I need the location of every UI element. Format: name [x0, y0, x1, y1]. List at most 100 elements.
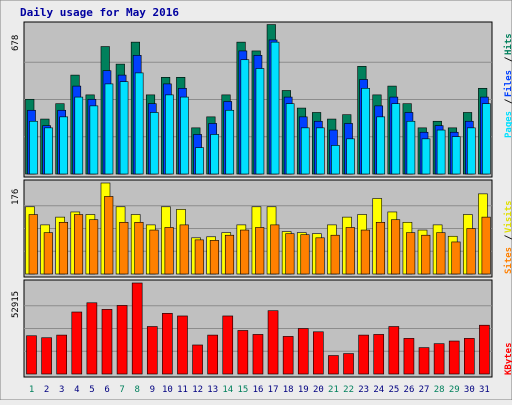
bar-pages-15 [240, 59, 250, 175]
bar-sites-19 [300, 234, 310, 275]
bar-sites-31 [481, 216, 491, 275]
x-tick-label-6: 6 [104, 385, 109, 395]
bar-kbytes-5 [86, 302, 98, 375]
bar-pages-22 [346, 138, 355, 175]
legend-top: Pages / Files / Hits [503, 33, 512, 138]
bar-kbytes-17 [267, 310, 279, 375]
bar-sites-3 [58, 221, 68, 275]
bar-pages-6 [104, 83, 114, 175]
bar-sites-27 [421, 234, 431, 275]
bar-pages-30 [467, 127, 476, 175]
bar-sites-29 [451, 241, 461, 275]
bar-sites-25 [391, 219, 401, 275]
x-tick-label-7: 7 [119, 385, 124, 395]
x-tick-label-30: 30 [464, 385, 475, 395]
legend-sites: Sites [503, 247, 512, 274]
bar-pages-29 [451, 136, 461, 175]
bar-kbytes-15 [237, 330, 249, 375]
bar-pages-17 [270, 41, 280, 175]
bar-pages-26 [406, 120, 416, 175]
x-tick-label-17: 17 [268, 385, 279, 395]
x-tick-label-14: 14 [222, 385, 233, 395]
bar-kbytes-30 [464, 338, 475, 375]
x-tick-label-21: 21 [328, 385, 339, 395]
bar-pages-28 [436, 129, 446, 175]
x-tick-label-24: 24 [373, 385, 384, 395]
bar-sites-5 [89, 219, 99, 275]
bar-sites-15 [240, 229, 250, 275]
legend-separator-1: / [504, 99, 512, 104]
bar-kbytes-16 [252, 334, 264, 375]
bar-pages-1 [29, 120, 38, 175]
x-axis-ticks: 1 2 3 4 5 6 7 8 9 10 11 12 13 14 15 16 17 18 19 20 21 22 23 24 2… [29, 385, 490, 395]
bar-kbytes-28 [433, 343, 445, 375]
bar-kbytes-12 [192, 344, 203, 375]
bar-pages-18 [285, 103, 295, 175]
bar-pages-10 [165, 94, 174, 175]
bar-sites-10 [164, 227, 174, 275]
x-tick-label-9: 9 [150, 385, 155, 395]
legend-bottom: KBytes [504, 342, 512, 375]
bar-kbytes-29 [448, 340, 460, 375]
bar-pages-19 [300, 127, 310, 175]
bar-pages-24 [376, 116, 386, 175]
bar-sites-28 [436, 232, 446, 275]
bar-sites-13 [209, 240, 219, 275]
bar-kbytes-31 [479, 324, 490, 375]
bar-sites-23 [360, 229, 370, 275]
bar-pages-31 [482, 103, 491, 175]
bar-pages-21 [331, 145, 340, 175]
bar-kbytes-9 [146, 326, 158, 375]
bar-kbytes-14 [222, 315, 234, 375]
chart-title: Daily usage for May 2016 [20, 6, 179, 19]
legend-files: Files [503, 70, 512, 97]
bar-sites-1 [28, 214, 38, 275]
bar-kbytes-2 [41, 337, 52, 375]
bar-pages-14 [225, 109, 235, 175]
bar-kbytes-1 [26, 335, 37, 375]
bar-pages-16 [255, 68, 265, 175]
bar-pages-23 [361, 87, 370, 175]
x-tick-label-23: 23 [358, 385, 369, 395]
bar-kbytes-24 [373, 334, 385, 375]
bar-sites-20 [315, 237, 325, 275]
bar-sites-2 [43, 232, 53, 275]
bar-kbytes-6 [101, 309, 113, 375]
bar-kbytes-27 [418, 347, 430, 375]
bar-pages-8 [134, 72, 144, 175]
x-tick-label-27: 27 [419, 385, 430, 395]
bar-pages-3 [59, 116, 68, 175]
bar-sites-11 [179, 224, 189, 275]
bar-kbytes-22 [343, 353, 354, 375]
legend-kbytes: KBytes [504, 342, 512, 375]
x-tick-label-3: 3 [59, 385, 64, 395]
bar-pages-5 [89, 105, 99, 175]
bar-sites-22 [345, 227, 355, 275]
ymax-label-top: 678 [11, 35, 21, 51]
bar-kbytes-25 [388, 326, 400, 375]
bar-pages-7 [119, 81, 129, 175]
x-tick-label-26: 26 [404, 385, 415, 395]
bar-sites-18 [285, 233, 295, 275]
x-tick-label-15: 15 [237, 385, 248, 395]
bar-kbytes-13 [207, 334, 218, 375]
bar-sites-21 [330, 234, 340, 275]
bars-layer [24, 24, 492, 375]
legend-pages: Pages [504, 111, 512, 138]
x-tick-label-11: 11 [177, 385, 188, 395]
x-tick-label-29: 29 [449, 385, 460, 395]
bar-pages-4 [74, 96, 84, 175]
legend-separator-3: / [504, 235, 512, 240]
bar-sites-26 [406, 232, 416, 275]
bar-pages-25 [391, 103, 401, 175]
bar-kbytes-26 [403, 338, 415, 375]
x-tick-label-1: 1 [29, 385, 34, 395]
ymax-label-middle: 176 [11, 189, 21, 205]
bar-pages-20 [316, 127, 325, 175]
bar-pages-2 [44, 127, 53, 175]
bar-kbytes-19 [297, 328, 309, 375]
bar-kbytes-11 [177, 315, 188, 375]
bar-kbytes-20 [313, 331, 324, 375]
x-tick-label-5: 5 [89, 385, 94, 395]
